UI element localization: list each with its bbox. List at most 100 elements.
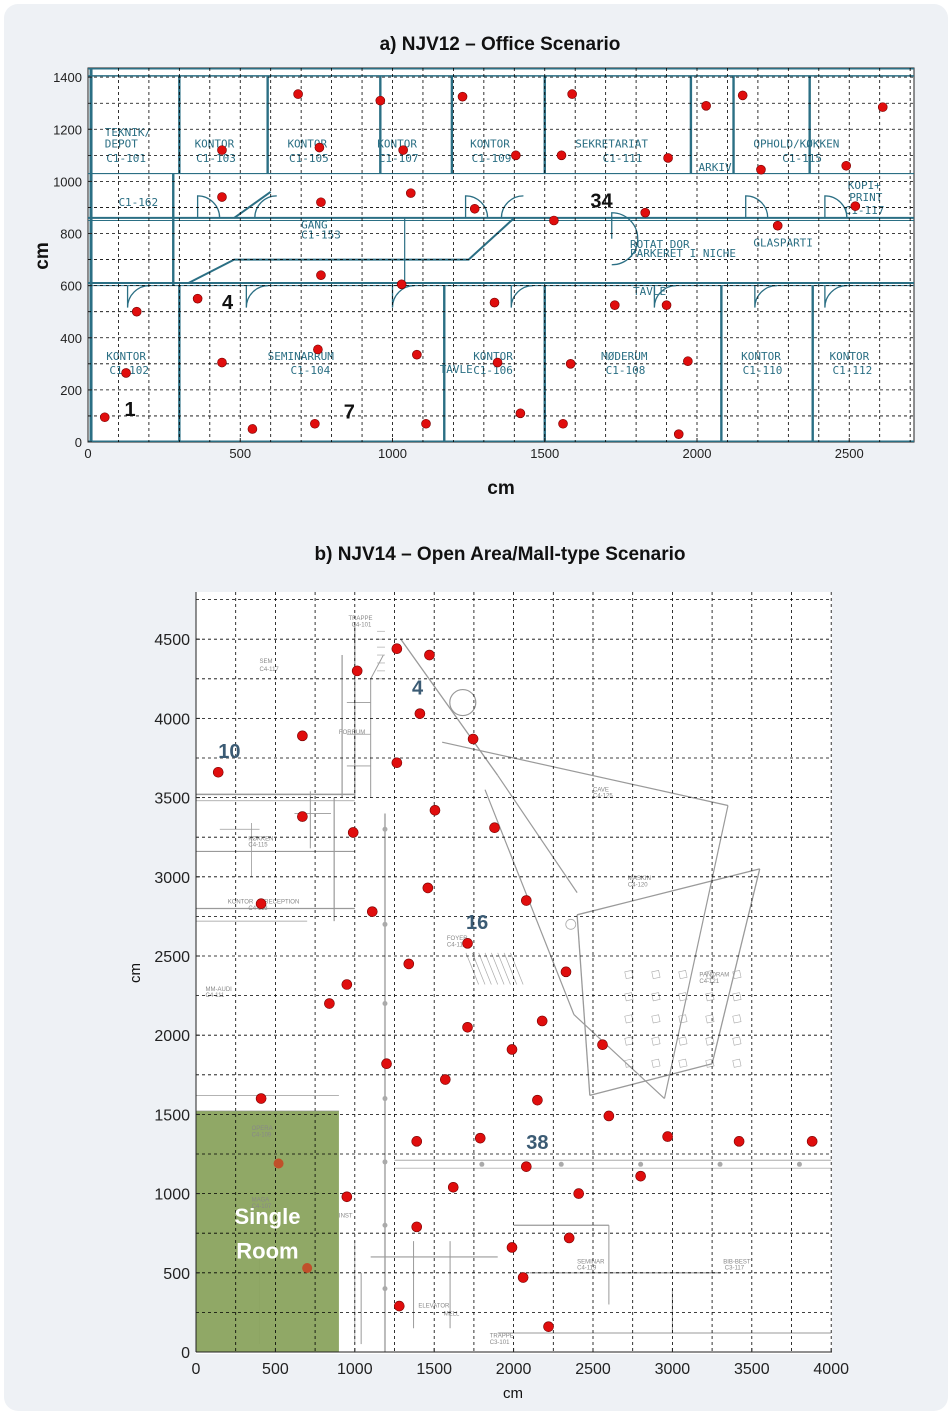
- measurement-point: [411, 1136, 423, 1147]
- point-annotation: 16: [466, 912, 488, 934]
- room-label: KONTOR: [377, 138, 417, 151]
- y-tick-label: 3000: [154, 870, 190, 887]
- room-label: TEKNIK/: [105, 126, 151, 139]
- measurement-point: [297, 730, 308, 742]
- measurement-point: [733, 1136, 745, 1147]
- room-label: C4-111: [206, 993, 225, 999]
- stair-step: [478, 952, 492, 985]
- y-tick-label: 600: [60, 279, 82, 294]
- room-label: TAVLE: [633, 285, 666, 298]
- measurement-point: [414, 708, 426, 719]
- room-label: PARKERET I NICHE: [630, 247, 736, 260]
- single-room-label-line2: Room: [236, 1239, 298, 1264]
- measurement-point: [662, 1131, 673, 1142]
- point-annotation: 7: [344, 402, 355, 424]
- measurement-point: [543, 1321, 554, 1332]
- measurement-point: [293, 89, 303, 99]
- stair-step: [471, 952, 486, 985]
- door-swing: [745, 195, 769, 218]
- column-dot: [382, 1286, 388, 1292]
- panel-a-ticks: 0 500 1000 1500 2000 2500 0 200 400 600 800 1000 120…: [53, 70, 864, 461]
- seat: [678, 1014, 688, 1024]
- y-tick-label: 0: [75, 435, 82, 450]
- y-tick-label: 2000: [154, 1028, 190, 1045]
- point-annotation: 38: [526, 1132, 548, 1154]
- y-tick-label: 500: [163, 1266, 190, 1283]
- panel-a-walls: [88, 68, 914, 442]
- panel-a-annotations: 1 4 7 34: [125, 190, 614, 423]
- room-label: TRAPPE: [348, 616, 372, 622]
- room-label: INST: [339, 1213, 353, 1219]
- room-label: KONTOR: [106, 350, 146, 363]
- room-label: ROTAT DOR: [630, 238, 690, 251]
- measurement-point: [316, 197, 326, 208]
- single-room-label-line1: Single: [234, 1204, 300, 1229]
- seat: [651, 970, 661, 980]
- column-dot: [717, 1161, 723, 1167]
- measurement-point: [347, 827, 359, 838]
- y-tick-label: 1000: [53, 174, 82, 189]
- x-tick-label: 2000: [496, 1361, 532, 1378]
- room-label: SEM: [260, 659, 273, 665]
- measurement-point: [756, 164, 766, 175]
- measurement-point: [391, 757, 403, 769]
- room-label: C3-117: [725, 1266, 745, 1272]
- measurement-point: [521, 1161, 532, 1172]
- measurement-point: [255, 898, 267, 910]
- y-tick-label: 4500: [154, 632, 190, 649]
- x-tick-label: 2500: [575, 1361, 611, 1378]
- panel-a-floorplan: TEKNIK/DEPOTC1-101KONTORC1-103KONTORC1-1…: [88, 68, 914, 442]
- column-dot: [382, 1159, 388, 1165]
- measurement-point: [597, 1039, 608, 1051]
- measurement-point: [192, 293, 203, 304]
- single-room-area: [196, 1111, 339, 1352]
- y-tick-label: 1000: [154, 1187, 190, 1204]
- x-tick-label: 1500: [416, 1361, 452, 1378]
- seat: [651, 1014, 661, 1024]
- measurement-point: [316, 270, 326, 281]
- panel-b-ylabel: cm: [127, 963, 144, 983]
- measurement-point: [517, 1272, 529, 1283]
- room-label: PRINT: [849, 191, 882, 204]
- wall: [573, 1014, 665, 1099]
- measurement-point: [324, 998, 335, 1009]
- measurement-point: [457, 91, 468, 102]
- measurement-point: [217, 357, 227, 368]
- measurement-point: [536, 1015, 548, 1027]
- door-swing: [611, 212, 639, 266]
- room-label: KONTOR: [228, 900, 254, 906]
- column-dot: [479, 1161, 485, 1167]
- door-swing: [126, 284, 150, 308]
- measurement-point: [532, 1094, 543, 1106]
- column-circle: [449, 688, 477, 717]
- y-tick-label: 1400: [53, 70, 82, 85]
- measurement-point: [556, 150, 567, 161]
- x-tick-label: 3500: [734, 1361, 770, 1378]
- y-tick-label: 2500: [154, 949, 190, 966]
- point-annotation: 10: [218, 741, 240, 763]
- point-annotation: 1: [125, 399, 136, 421]
- column-dot: [558, 1161, 564, 1167]
- room-label: C1-112: [833, 364, 873, 377]
- measurement-point: [506, 1242, 518, 1253]
- y-tick-label: 1200: [53, 122, 82, 137]
- y-tick-label: 400: [60, 331, 82, 346]
- measurement-point: [558, 418, 568, 429]
- room-label: CAVE: [593, 787, 609, 793]
- column-dot: [382, 826, 388, 832]
- seat: [732, 1058, 742, 1068]
- room-label: C4-118: [447, 942, 467, 948]
- measurement-point: [841, 160, 852, 171]
- room-label: C4-121: [699, 979, 719, 985]
- measurement-point: [412, 349, 422, 360]
- measurement-point: [393, 1300, 405, 1312]
- wall: [589, 1063, 713, 1097]
- seat: [732, 1014, 742, 1024]
- room-label: ARKIV: [699, 161, 732, 174]
- room-label: OPERA: [252, 1126, 273, 1132]
- room-label: C1-105: [289, 152, 329, 165]
- room-label: PANORAM: [699, 973, 729, 979]
- room-label: C1-108: [606, 364, 646, 377]
- measurement-point: [366, 906, 378, 917]
- measurement-point: [411, 1221, 423, 1233]
